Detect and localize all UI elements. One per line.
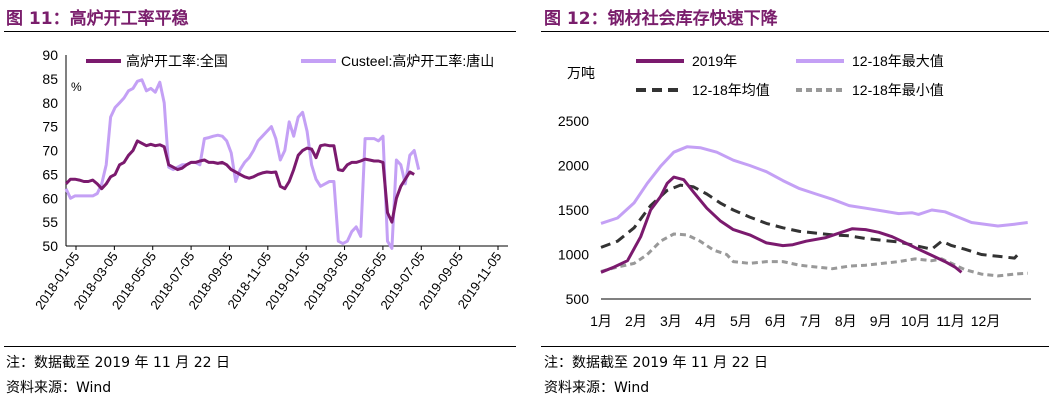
- right-series-line-1: [600, 145, 1028, 228]
- left-series-line-1: [64, 78, 421, 250]
- right-y-tick-label: 500: [566, 291, 590, 307]
- right-chart: 500 1000 1500 2000 2500 万吨 1月 2月 3月 4月 5月 6月 7月 8月 9月 1…: [558, 53, 1031, 329]
- right-x-tick-label: 12月: [971, 313, 1001, 329]
- right-y-tick-label: 2000: [558, 158, 589, 174]
- right-x-tick-label: 3月: [660, 313, 682, 329]
- right-title-rule: [541, 31, 1049, 32]
- left-y-tick-label: 50: [42, 238, 58, 254]
- left-series-line-0: [64, 139, 415, 224]
- right-legend-label-0: 2019年: [692, 53, 737, 69]
- right-x-tick-label: 2月: [625, 313, 647, 329]
- right-x-tick-label: 8月: [835, 313, 857, 329]
- left-y-tick-label: 80: [42, 95, 58, 111]
- left-bottom-rule: [4, 346, 516, 347]
- left-legend-label-1: Custeel:高炉开工率:唐山: [341, 53, 494, 69]
- left-note: 注：数据截至 2019 年 11 月 22 日: [6, 355, 230, 371]
- right-series-line-0: [600, 175, 963, 274]
- left-y-tick-label: 60: [42, 190, 58, 206]
- right-chart-title: 图 12：钢材社会库存快速下降: [544, 9, 778, 29]
- left-y-tick-label: 70: [42, 143, 58, 159]
- right-x-tick-label: 7月: [800, 313, 822, 329]
- left-y-tick-label: 85: [42, 71, 58, 87]
- right-unit-label: 万吨: [567, 65, 595, 81]
- right-series-line-2: [600, 183, 1019, 260]
- right-x-tick-label: 4月: [695, 313, 717, 329]
- left-source: 资料来源：Wind: [6, 380, 112, 396]
- right-x-tick-label: 10月: [901, 313, 931, 329]
- right-x-tick-label: 6月: [765, 313, 787, 329]
- right-y-tick-label: 1000: [558, 247, 589, 263]
- right-legend-label-1: 12-18年最大值: [852, 53, 944, 69]
- left-chart: 505560657075808590%2018-01-052018-03-052…: [32, 47, 508, 312]
- left-y-tick-label: 65: [42, 166, 58, 182]
- left-y-tick-label: 75: [42, 119, 58, 135]
- right-note: 注：数据截至 2019 年 11 月 22 日: [544, 355, 768, 371]
- right-bottom-rule: [541, 346, 1049, 347]
- right-series-line-3: [600, 232, 1028, 278]
- right-x-tick-label: 1月: [590, 313, 612, 329]
- left-legend-label-0: 高炉开工率:全国: [126, 53, 228, 69]
- left-y-tick-label: 55: [42, 214, 58, 230]
- right-legend-label-2: 12-18年均值: [692, 82, 770, 98]
- right-source: 资料来源：Wind: [544, 380, 650, 396]
- right-x-tick-label: 11月: [936, 313, 965, 329]
- left-title-rule: [4, 31, 516, 32]
- right-x-tick-label: 5月: [730, 313, 752, 329]
- left-unit-label: %: [71, 80, 82, 94]
- right-y-tick-label: 1500: [558, 202, 589, 218]
- right-x-tick-label: 9月: [870, 313, 892, 329]
- left-y-tick-label: 90: [42, 47, 58, 63]
- right-legend-label-3: 12-18年最小值: [852, 82, 944, 98]
- right-y-tick-label: 2500: [558, 113, 589, 129]
- left-chart-title: 图 11：高炉开工率平稳: [6, 9, 189, 29]
